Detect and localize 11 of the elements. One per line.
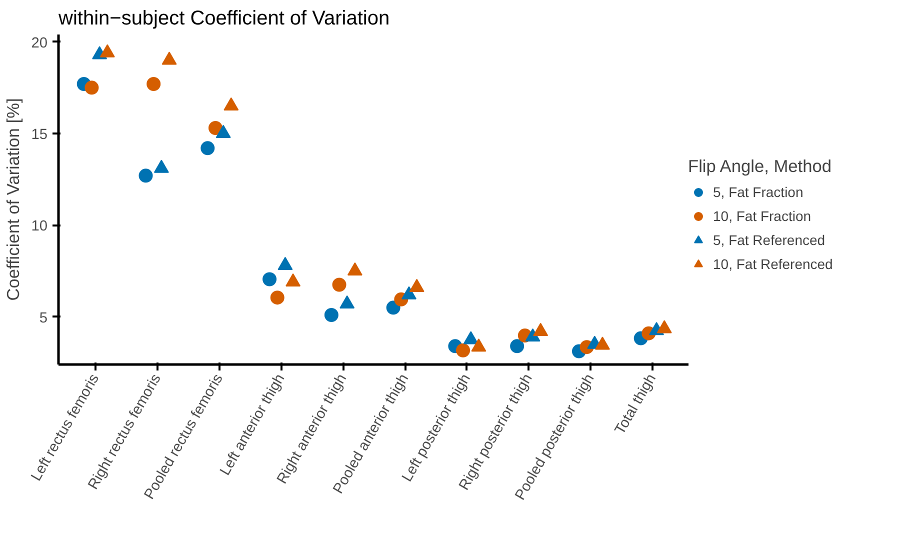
legend-label: 5, Fat Referenced (713, 232, 826, 248)
legend-title: Flip Angle, Method (688, 156, 833, 177)
y-axis-title: Coefficient of Variation [%] (3, 98, 24, 301)
chart-title: within−subject Coefficient of Variation (58, 8, 390, 30)
y-tick-label: 10 (31, 218, 48, 235)
legend-label: 5, Fat Fraction (713, 184, 804, 200)
y-tick-label: 5 (39, 310, 48, 326)
legend-label: 10, Fat Referenced (713, 256, 833, 272)
y-tick-label: 15 (31, 127, 48, 143)
legend-label: 10, Fat Fraction (713, 208, 812, 224)
y-tick-label: 20 (31, 35, 48, 52)
